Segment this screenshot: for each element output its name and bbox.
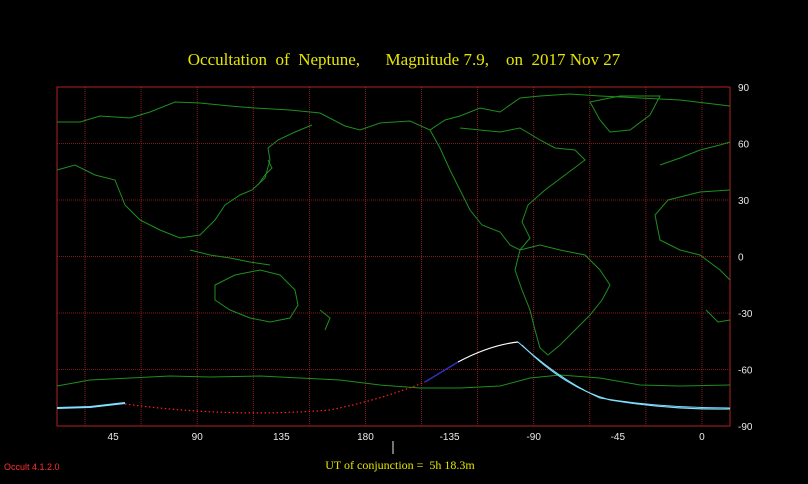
- lon-tick-label: -45: [611, 432, 626, 443]
- lat-tick-label: 30: [738, 196, 750, 207]
- ut-conjunction-label: UT of conjunction = 5h 18.3m: [325, 458, 475, 472]
- lon-tick-label: 45: [108, 432, 120, 443]
- version-label: Occult 4.1.2.0: [4, 462, 60, 472]
- coastline-asia: [56, 124, 313, 239]
- coastline-indonesia: [189, 249, 271, 266]
- lat-tick-label: -60: [738, 366, 753, 377]
- coastline-antarctica: [56, 374, 731, 389]
- map-title: Occultation of Neptune, Magnitude 7.9, o…: [187, 50, 621, 69]
- lon-tick-label: 135: [273, 432, 290, 443]
- lat-tick-label: 90: [738, 83, 750, 94]
- lat-tick-label: -90: [738, 422, 753, 433]
- coastlines: [56, 93, 731, 389]
- lon-tick-label: 180: [357, 432, 374, 443]
- coastline-south-america: [514, 244, 611, 356]
- coastline-new-zealand: [319, 309, 331, 331]
- path-daylight-segment: [457, 341, 519, 363]
- lon-tick-label: -135: [440, 432, 460, 443]
- coastline-japan: [257, 159, 273, 186]
- lon-tick-label: 90: [192, 432, 204, 443]
- coastline-australia: [214, 269, 299, 323]
- coastline-north-america: [429, 127, 586, 251]
- coastline-arctic: [57, 93, 731, 131]
- lon-tick-label: -90: [526, 432, 541, 443]
- occultation-path: [56, 341, 731, 414]
- path-limit-north: [517, 341, 731, 409]
- coastline-greenland: [589, 95, 661, 133]
- lat-tick-label: 60: [738, 140, 750, 151]
- coastline-europe-africa: [654, 141, 731, 323]
- path-limit-south: [521, 344, 731, 410]
- path-west-end: [56, 402, 126, 409]
- lat-lon-grid: [56, 86, 731, 427]
- latitude-labels: 90 60 30 0 -30 -60 -90: [738, 83, 753, 433]
- longitude-labels: 45 90 135 180 -135 -90 -45 0: [108, 432, 706, 443]
- path-twilight-segment: [424, 361, 459, 383]
- path-night-segment: [124, 381, 426, 414]
- lat-tick-label: 0: [738, 253, 744, 264]
- lat-tick-label: -30: [738, 309, 753, 320]
- lon-tick-label: 0: [699, 432, 705, 443]
